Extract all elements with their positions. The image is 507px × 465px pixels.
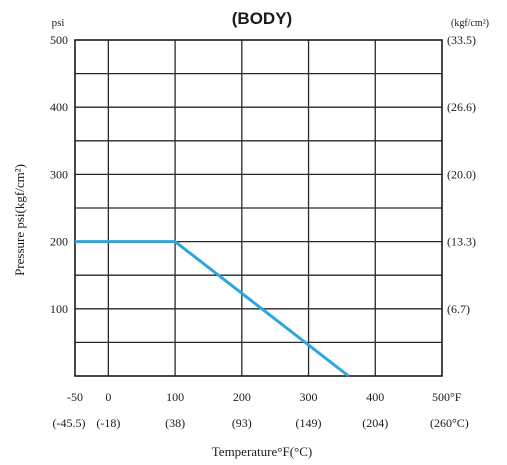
x-tick-label-celsius: (149) (296, 416, 322, 430)
right-unit-label: (kgf/cm²) (451, 18, 489, 29)
x-tick-label-celsius: (-18) (96, 416, 120, 430)
y-tick-label-right: (20.0) (447, 167, 476, 181)
y-tick-label-right: (6.7) (447, 302, 470, 316)
x-tick-label-fahrenheit: 400 (366, 390, 384, 404)
y-tick-label-right: (26.6) (447, 100, 476, 114)
plot-area: 100 200 300 400 500 (6.7) (13.3) (20.0) (26.6) (3… (50, 33, 476, 430)
y-tick-label-left: 300 (50, 167, 68, 181)
y-tick-label-left: 400 (50, 100, 68, 114)
y-tick-label-right: (33.5) (447, 33, 476, 47)
y-tick-label-left: 500 (50, 33, 68, 47)
x-tick-label-fahrenheit: 500°F (432, 390, 462, 404)
plot-frame (74, 39, 443, 377)
x-tick-label-celsius: (93) (232, 416, 252, 430)
x-tick-label-celsius: (-45.5) (53, 416, 86, 430)
pressure-rating-line (75, 240, 350, 378)
x-tick-label-celsius: (38) (165, 416, 185, 430)
x-tick-label-fahrenheit: 200 (233, 390, 251, 404)
left-unit-label: psi (52, 17, 65, 29)
x-tick-label-celsius: (260°C) (430, 416, 469, 430)
x-tick-label-fahrenheit: 100 (166, 390, 184, 404)
y-tick-label-left: 100 (50, 302, 68, 316)
x-tick-label-celsius: (204) (362, 416, 388, 430)
y-tick-label-left: 200 (50, 235, 68, 249)
chart-title: (BODY) (232, 9, 292, 28)
x-tick-label-fahrenheit: 300 (300, 390, 318, 404)
x-tick-label-fahrenheit: -50 (67, 390, 83, 404)
y-axis-title: Pressure psi(kgf/cm²) (12, 164, 27, 276)
x-tick-label-fahrenheit: 0 (105, 390, 111, 404)
x-axis-title: Temperature°F(°C) (212, 444, 312, 459)
y-tick-label-right: (13.3) (447, 235, 476, 249)
